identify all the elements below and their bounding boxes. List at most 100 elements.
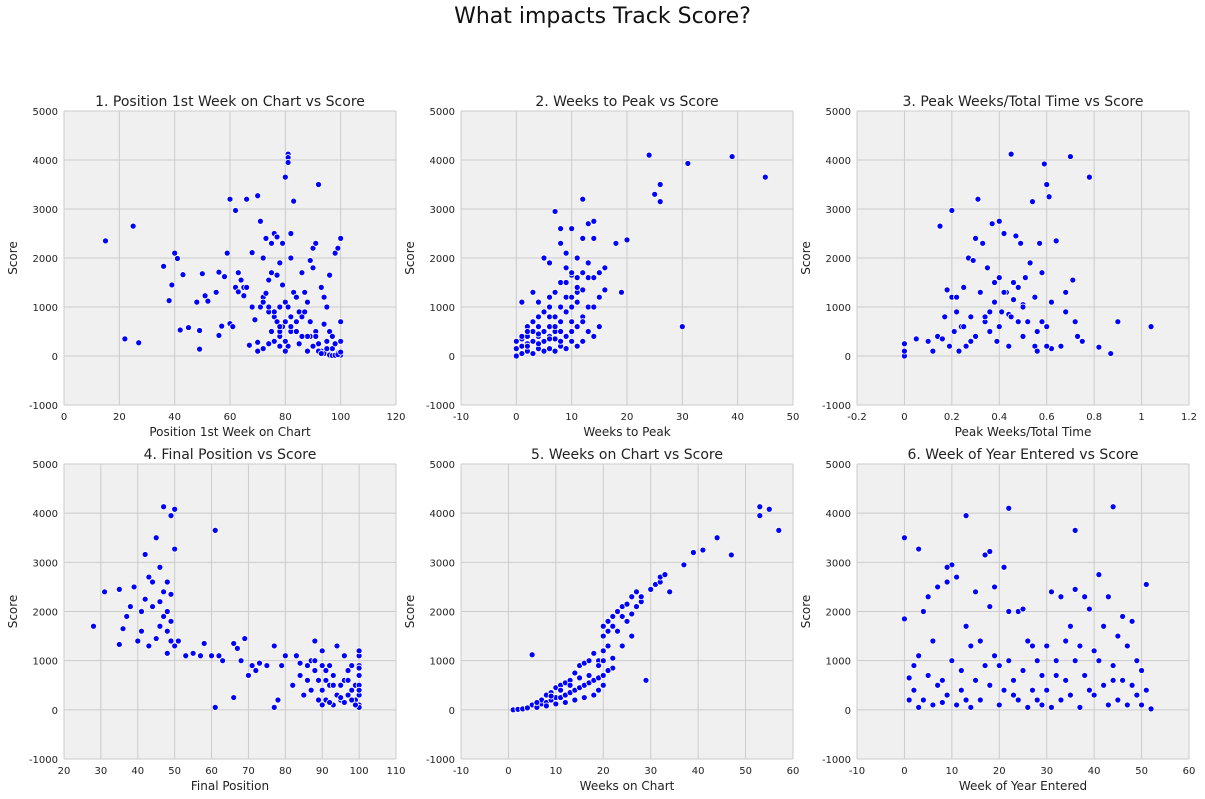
- data-point: [1095, 657, 1103, 665]
- data-point: [562, 279, 570, 286]
- data-point: [215, 332, 223, 339]
- data-point: [115, 641, 123, 648]
- data-point: [1071, 585, 1079, 593]
- data-point: [910, 662, 918, 669]
- data-point: [337, 348, 345, 356]
- data-point: [573, 254, 581, 262]
- data-point: [972, 234, 979, 242]
- y-tick-label: 2000: [826, 254, 851, 265]
- x-tick-label: 0: [61, 412, 67, 423]
- data-point: [609, 613, 617, 620]
- data-point: [251, 316, 259, 324]
- data-point: [618, 613, 626, 620]
- data-point: [237, 657, 245, 665]
- data-point: [934, 681, 942, 689]
- data-point: [960, 323, 968, 331]
- data-point: [138, 627, 145, 635]
- data-point: [276, 323, 284, 331]
- data-point: [585, 672, 593, 679]
- y-tick-label: 4000: [33, 156, 58, 167]
- data-point: [518, 298, 526, 306]
- data-point: [273, 271, 281, 279]
- data-point: [929, 701, 937, 709]
- data-point: [196, 327, 203, 334]
- data-point: [292, 293, 300, 301]
- data-point: [972, 332, 979, 340]
- y-tick-label: 5000: [430, 107, 455, 118]
- data-point: [193, 298, 201, 306]
- data-point: [254, 347, 262, 355]
- data-point: [248, 662, 256, 669]
- data-point: [1114, 632, 1122, 640]
- figure-title: What impacts Track Score?: [454, 4, 751, 29]
- data-point: [934, 583, 942, 591]
- data-point: [254, 338, 262, 346]
- data-point: [281, 337, 289, 345]
- data-point: [1029, 198, 1036, 206]
- data-point: [306, 318, 314, 326]
- data-point: [152, 635, 160, 642]
- data-point: [561, 699, 569, 706]
- subplot-6: -10 0 10 20 30 40 50 60 -1000 0 1000 2000 3000 4000 50…: [799, 447, 1195, 793]
- y-tick-label: 3000: [33, 205, 58, 216]
- data-point: [1043, 642, 1051, 650]
- data-point: [967, 313, 975, 321]
- data-point: [562, 332, 570, 340]
- data-point: [1005, 657, 1013, 665]
- data-point: [656, 181, 664, 188]
- data-point: [296, 672, 304, 679]
- data-point: [540, 347, 548, 355]
- data-point: [535, 323, 542, 331]
- y-tick-label: 0: [52, 352, 58, 363]
- y-axis-label: Score: [6, 241, 20, 275]
- data-point: [1109, 676, 1117, 684]
- data-point: [981, 662, 989, 669]
- data-point: [557, 686, 564, 694]
- data-point: [1019, 667, 1027, 674]
- data-point: [156, 622, 164, 630]
- data-point: [761, 173, 769, 181]
- x-tick-label: -10: [849, 766, 865, 777]
- data-point: [661, 571, 669, 579]
- data-point: [1057, 696, 1065, 704]
- data-point: [221, 273, 228, 281]
- data-point: [529, 288, 537, 296]
- y-tick-label: 3000: [430, 558, 455, 569]
- data-point: [976, 288, 984, 296]
- data-point: [699, 546, 707, 554]
- data-point: [1010, 691, 1017, 699]
- data-point: [168, 281, 176, 289]
- data-point: [134, 637, 142, 645]
- data-point: [149, 578, 156, 586]
- x-tick-label: 110: [386, 766, 405, 777]
- data-point: [943, 563, 951, 571]
- data-point: [326, 271, 334, 279]
- data-point: [279, 281, 286, 289]
- data-point: [579, 234, 587, 242]
- data-point: [562, 264, 570, 272]
- subplot-4: 20 30 40 50 60 70 80 90 100 110 -1000 0 1000 2000 3000…: [6, 447, 406, 793]
- subplot-title: 5. Weeks on Chart vs Score: [531, 447, 723, 463]
- data-point: [986, 681, 994, 689]
- x-tick-label: 1.2: [1181, 412, 1197, 423]
- data-point: [241, 635, 249, 642]
- data-point: [1048, 298, 1055, 306]
- data-point: [551, 347, 559, 355]
- data-point: [590, 649, 598, 657]
- data-point: [995, 217, 1003, 225]
- data-point: [546, 313, 553, 321]
- data-point: [257, 217, 264, 225]
- data-point: [284, 303, 292, 311]
- data-point: [938, 335, 946, 343]
- data-point: [568, 293, 576, 301]
- x-tick-label: 20: [113, 412, 126, 423]
- data-point: [628, 632, 636, 640]
- data-point: [1029, 642, 1036, 650]
- data-point: [1090, 691, 1098, 699]
- data-point: [1043, 342, 1051, 350]
- data-point: [1090, 647, 1098, 655]
- data-point: [595, 686, 602, 694]
- data-point: [344, 667, 352, 674]
- data-point: [551, 288, 559, 296]
- data-point: [960, 283, 968, 291]
